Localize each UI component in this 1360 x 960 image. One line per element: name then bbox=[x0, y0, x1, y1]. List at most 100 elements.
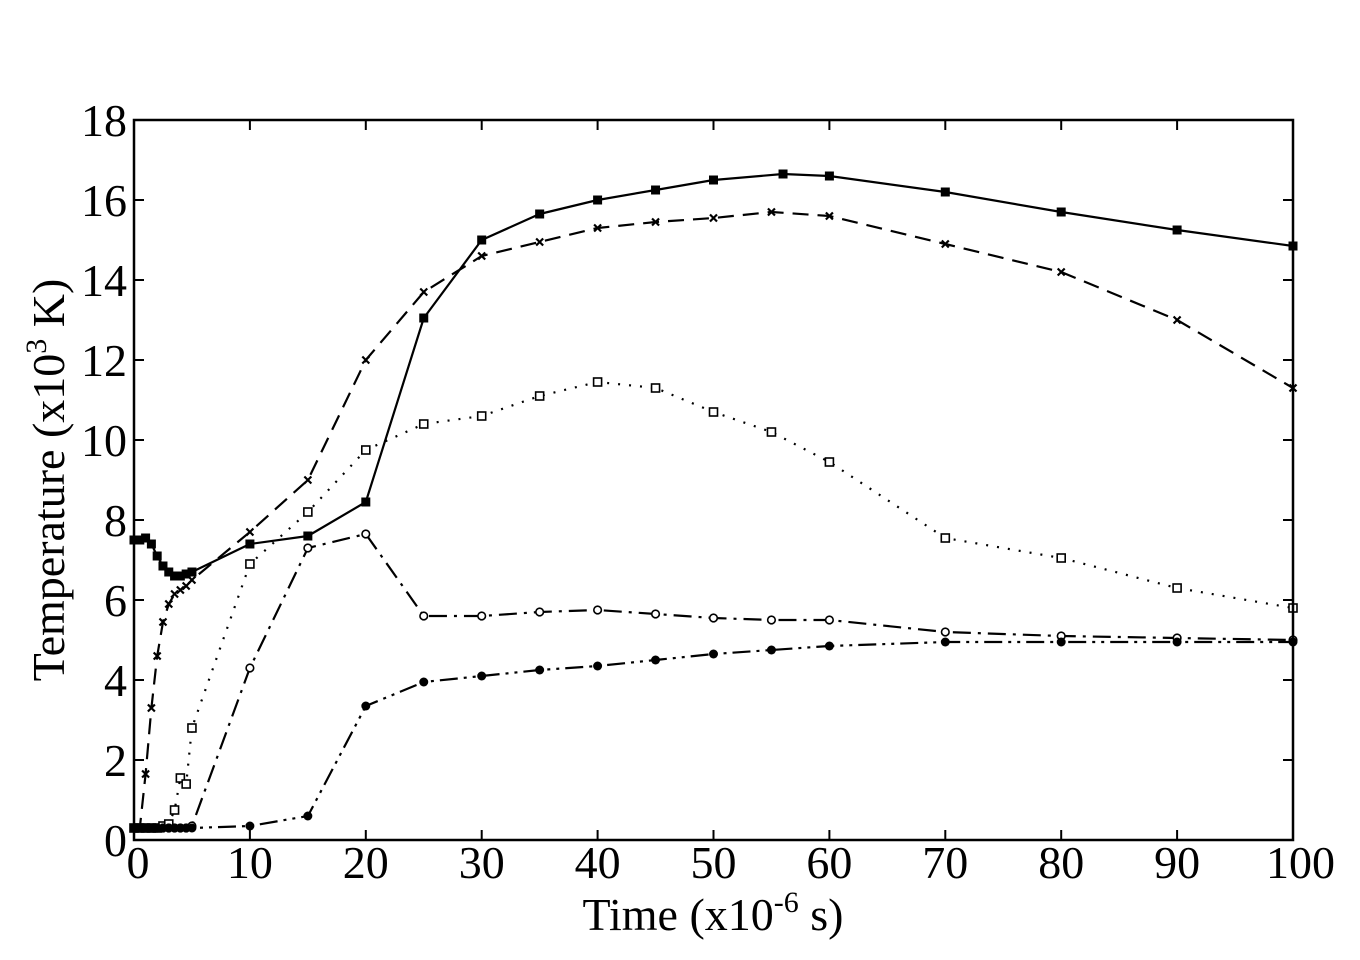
series-3 bbox=[129, 377, 1298, 833]
series-1-point bbox=[175, 571, 185, 581]
plot-frame bbox=[132, 118, 1295, 842]
series-1-point bbox=[1056, 207, 1066, 217]
series-3-point bbox=[766, 427, 777, 437]
series-2-point bbox=[535, 237, 544, 247]
series-2-point bbox=[361, 355, 371, 365]
series-1-point bbox=[940, 187, 950, 197]
series-5-point bbox=[593, 661, 603, 671]
series-2-point bbox=[187, 575, 197, 585]
y-tick-label: 14 bbox=[81, 255, 127, 306]
series-2-point bbox=[158, 617, 168, 627]
series-2-point bbox=[593, 223, 602, 233]
series-4-point bbox=[650, 609, 661, 619]
series-3-point bbox=[708, 407, 719, 417]
series-5-point bbox=[419, 677, 429, 687]
series-5-point bbox=[1056, 637, 1066, 647]
series-4-point bbox=[708, 613, 719, 623]
series-2-point bbox=[170, 589, 179, 599]
x-axis-title: Time (x10-6 s) bbox=[582, 886, 843, 940]
x-tick-label: 60 bbox=[806, 837, 852, 888]
series-3-point bbox=[360, 445, 371, 455]
series-1-point bbox=[164, 567, 174, 577]
series-2-point bbox=[477, 251, 486, 261]
series-5-point bbox=[361, 701, 371, 711]
series-2-point bbox=[141, 769, 150, 779]
series-5 bbox=[129, 637, 1298, 833]
series-1-point bbox=[135, 535, 145, 545]
series-1-point bbox=[361, 497, 371, 507]
x-tick-label: 100 bbox=[1266, 837, 1335, 888]
series-1-point bbox=[593, 195, 603, 205]
series-3-line bbox=[134, 380, 1294, 830]
series-4-point bbox=[361, 529, 371, 539]
series-2-point bbox=[651, 217, 660, 227]
series-3-point bbox=[824, 457, 835, 467]
series-5-point bbox=[477, 671, 487, 681]
series-1-point bbox=[245, 539, 255, 549]
series-layer bbox=[129, 169, 1298, 833]
y-tick-label: 12 bbox=[81, 335, 127, 386]
series-5-point bbox=[303, 811, 313, 821]
series-5-point bbox=[187, 823, 197, 833]
series-4-point bbox=[245, 663, 255, 673]
x-tick-label: 40 bbox=[575, 837, 621, 888]
x-tick-label: 70 bbox=[922, 837, 968, 888]
series-1-point bbox=[158, 561, 168, 571]
series-1-point bbox=[170, 571, 180, 581]
series-1-point bbox=[778, 169, 788, 179]
series-5-point bbox=[766, 645, 776, 655]
series-4-point bbox=[303, 543, 313, 553]
series-1-point bbox=[535, 209, 545, 219]
series-2 bbox=[129, 207, 1298, 833]
series-3-point bbox=[303, 507, 313, 517]
series-1-point bbox=[477, 235, 487, 245]
series-2-point bbox=[245, 527, 255, 537]
series-1-point bbox=[146, 539, 156, 549]
series-4-point bbox=[592, 605, 603, 615]
series-2-point bbox=[709, 213, 718, 223]
series-5-point bbox=[1172, 637, 1182, 647]
series-5-point bbox=[651, 655, 661, 665]
series-2-point bbox=[181, 581, 191, 591]
series-2-point bbox=[419, 287, 429, 297]
series-2-point bbox=[303, 475, 313, 485]
series-5-point bbox=[940, 637, 950, 647]
series-1-point bbox=[187, 567, 197, 577]
series-1-point bbox=[181, 569, 191, 579]
series-5-line bbox=[134, 640, 1293, 830]
series-3-point bbox=[592, 377, 603, 387]
series-2-point bbox=[941, 239, 950, 249]
series-5-point bbox=[535, 665, 545, 675]
series-2-point bbox=[767, 207, 776, 217]
series-4-point bbox=[824, 615, 835, 625]
series-2-line bbox=[134, 210, 1294, 830]
series-5-point bbox=[245, 821, 255, 831]
series-1-point bbox=[824, 171, 834, 181]
series-2-point bbox=[147, 703, 156, 713]
x-tick-label: 90 bbox=[1154, 837, 1200, 888]
series-5-point bbox=[824, 641, 834, 651]
series-3-point bbox=[181, 779, 191, 789]
series-3-point bbox=[650, 383, 661, 393]
series-1-point bbox=[709, 175, 718, 185]
y-tick-label: 18 bbox=[81, 95, 127, 146]
series-4-point bbox=[766, 615, 777, 625]
y-tick-label: 6 bbox=[104, 575, 127, 626]
series-2-point bbox=[164, 599, 174, 609]
series-3-point bbox=[245, 559, 255, 569]
series-1 bbox=[129, 169, 1298, 581]
series-3-point bbox=[940, 533, 951, 543]
series-2-point bbox=[152, 651, 162, 661]
x-tick-label: 30 bbox=[459, 837, 505, 888]
series-3-point bbox=[175, 773, 186, 783]
series-3-point bbox=[169, 805, 180, 815]
series-2-point bbox=[176, 585, 185, 595]
series-2-point bbox=[825, 211, 834, 221]
y-tick-label: 16 bbox=[81, 175, 127, 226]
series-2-point bbox=[1172, 315, 1182, 325]
series-3-point bbox=[1056, 553, 1066, 563]
series-1-point bbox=[303, 531, 313, 541]
series-4 bbox=[129, 529, 1298, 833]
series-1-point bbox=[152, 551, 162, 561]
